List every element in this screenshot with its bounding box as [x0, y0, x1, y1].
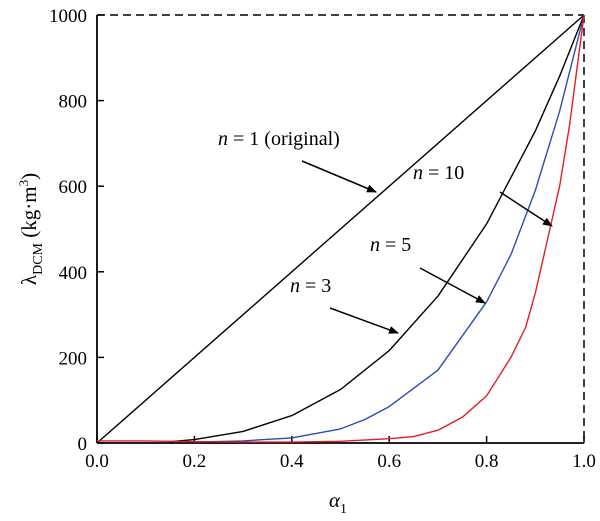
annotation-var: n	[290, 275, 300, 297]
y-tick-label: 400	[59, 263, 88, 284]
annotation-label: n = 1 (original)	[218, 128, 340, 150]
y-tick-label: 800	[59, 92, 88, 113]
annotations: n = 1 (original)n = 10n = 5n = 3	[218, 128, 553, 334]
series	[96, 14, 585, 444]
y-tick-label: 0	[78, 434, 88, 455]
plot-area	[96, 14, 585, 444]
x-axis-label-sub: 1	[340, 502, 347, 517]
x-tick-label: 0.2	[183, 451, 207, 472]
series-line-2	[194, 14, 585, 443]
annotation-text: = 10	[423, 162, 464, 184]
x-axis-label-main: α	[329, 488, 341, 512]
y-axis-label: λDCM (kg·m3)	[16, 173, 46, 285]
y-axis-label-sup: 3	[16, 180, 31, 187]
y-axis-label-close: )	[17, 173, 41, 180]
x-tick-label: 0.0	[85, 451, 109, 472]
annotation-var: n	[413, 162, 423, 184]
y-axis-label-sub: DCM	[31, 242, 46, 274]
y-axis-label-unit: (kg·m	[17, 186, 41, 243]
annotation-text: = 1 (original)	[228, 128, 340, 150]
annotation-arrow	[301, 160, 377, 193]
x-tick-label: 1.0	[572, 451, 596, 472]
y-tick-label: 1000	[49, 6, 87, 27]
annotation-text: = 5	[380, 234, 411, 256]
annotation-arrow	[329, 307, 399, 334]
x-tick-label: 0.4	[280, 451, 304, 472]
ticks: 0.0 0.2 0.4 0.6 0.8 1.0 0 200 400 600 800 1000	[49, 6, 596, 472]
series-line-0	[96, 14, 585, 444]
annotation-var: n	[370, 234, 380, 256]
x-axis-label: α1	[329, 488, 347, 517]
annotation-label: n = 3	[290, 275, 331, 297]
x-tick-label: 0.8	[475, 451, 499, 472]
y-axis-label-main: λ	[17, 274, 41, 285]
annotation-arrow	[419, 267, 486, 304]
annotation-arrow	[499, 191, 553, 227]
y-tick-label: 200	[59, 348, 88, 369]
x-tick-label: 0.6	[377, 451, 401, 472]
annotation-label: n = 5	[370, 234, 411, 256]
annotation-label: n = 10	[413, 162, 464, 184]
series-line-1	[170, 14, 585, 443]
y-tick-label: 600	[59, 177, 88, 198]
annotation-text: = 3	[300, 275, 331, 297]
annotation-var: n	[218, 128, 228, 150]
